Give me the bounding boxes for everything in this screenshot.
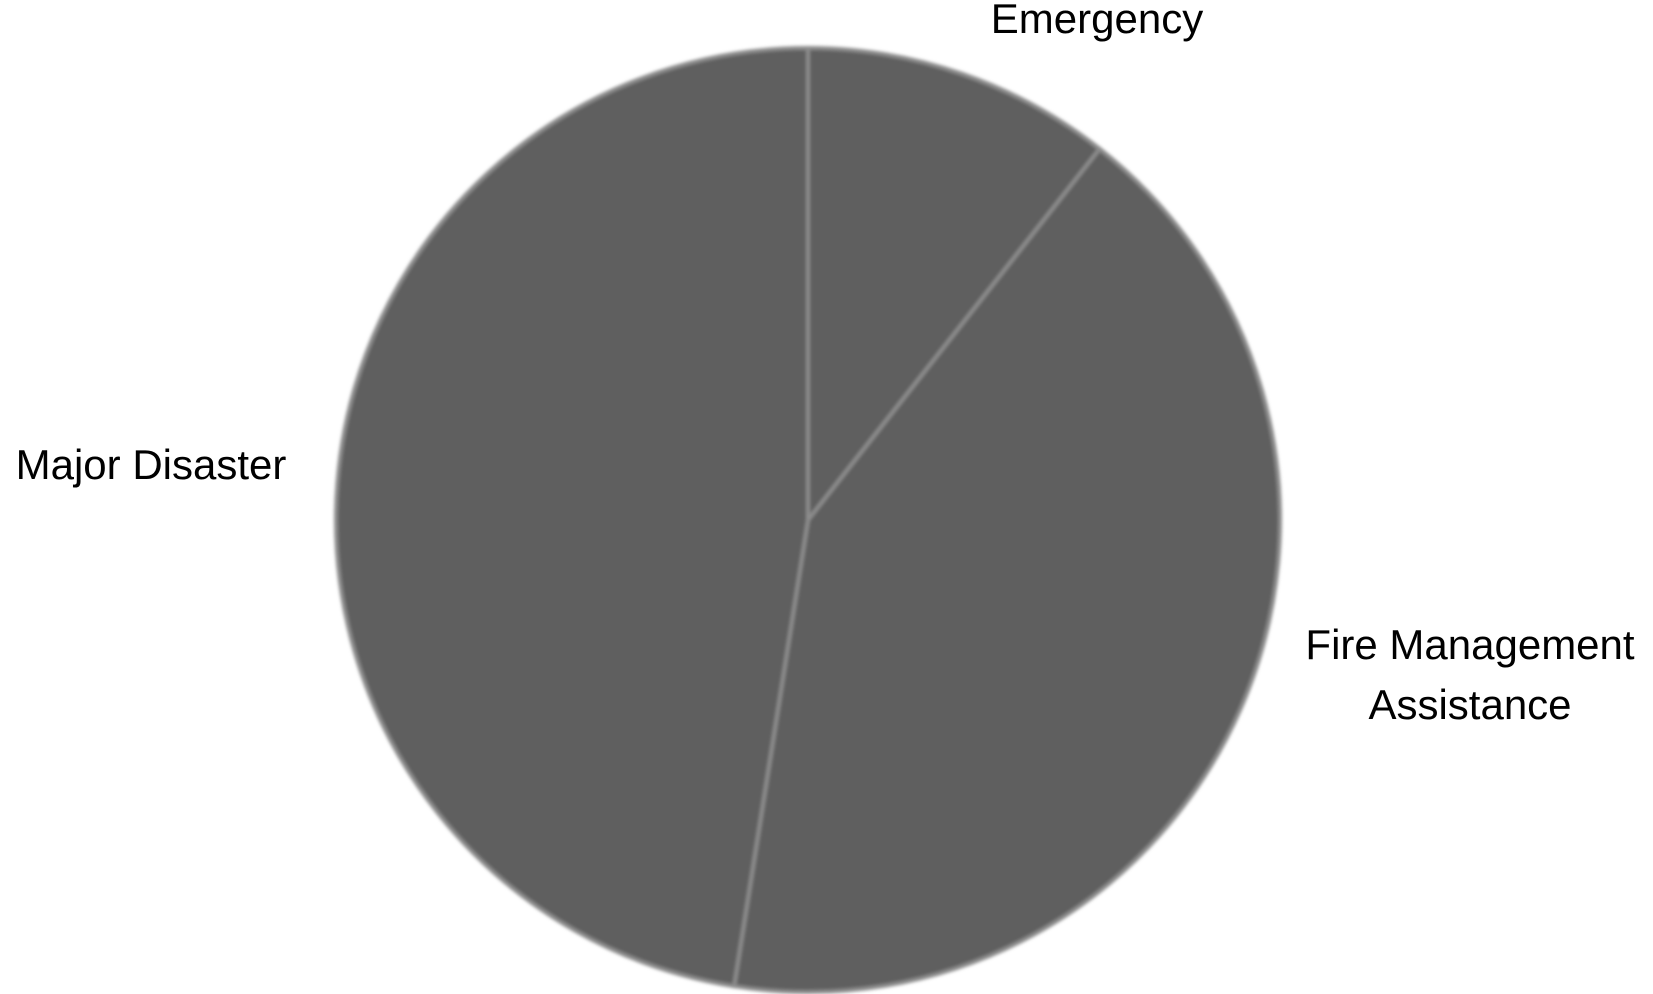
pie-label-line: Assistance <box>1368 681 1571 728</box>
pie-label-line: Fire Management <box>1305 621 1634 668</box>
pie-label-line: Major Disaster <box>16 441 287 488</box>
pie-label-1: Fire Management Assistance <box>1305 621 1634 728</box>
pie-labels: Emergency Fire Management Assistance Major … <box>16 0 1635 728</box>
pie-slice-0 <box>806 46 1102 522</box>
pie-slice-1 <box>732 146 1282 994</box>
pie-slice-2 <box>333 46 810 989</box>
pie-label-line: Emergency <box>991 0 1203 42</box>
pie-label-0: Emergency <box>991 0 1203 42</box>
pie-slices <box>333 46 1282 994</box>
pie-label-2: Major Disaster <box>16 441 287 488</box>
